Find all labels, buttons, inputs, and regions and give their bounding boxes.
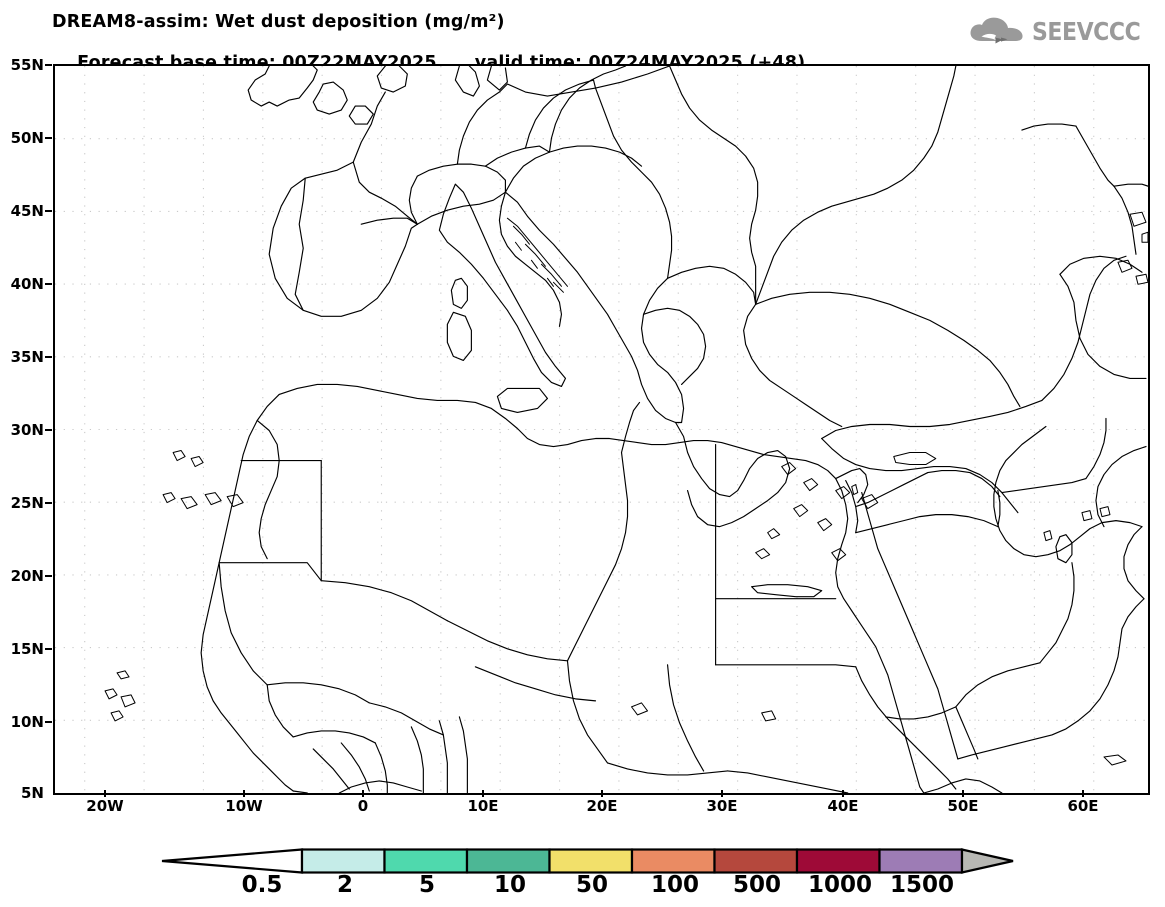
x-tick-mark — [601, 790, 603, 797]
x-tick-label-40E: 40E — [827, 797, 859, 815]
colorbar-bin-2 — [383, 848, 469, 874]
y-tick-mark — [45, 648, 52, 650]
y-tick-mark — [45, 137, 52, 139]
y-tick-label-30N: 30N — [10, 421, 44, 439]
y-tick-label-55N: 55N — [10, 56, 44, 74]
x-tick-label-30E: 30E — [706, 797, 738, 815]
colorbar-bin-8 — [878, 848, 964, 874]
colorbar-bin-7 — [795, 848, 881, 874]
colorbar-over-arrow — [960, 848, 1014, 874]
x-tick-label-20W: 20W — [86, 797, 124, 815]
x-tick-label-20E: 20E — [586, 797, 618, 815]
page-title: DREAM8-assim: Wet dust deposition (mg/m²… — [52, 12, 505, 32]
x-tick-mark — [1082, 790, 1084, 797]
colorbar-label-2: 2 — [336, 872, 354, 898]
y-tick-label-15N: 15N — [10, 640, 44, 658]
colorbar-label-1500: 1500 — [889, 872, 955, 898]
x-tick-label-0: 0 — [357, 797, 369, 815]
y-tick-mark — [45, 575, 52, 577]
x-tick-mark — [243, 790, 245, 797]
map-plot-area[interactable] — [53, 64, 1150, 795]
cloud-icon — [970, 17, 1023, 44]
colorbar-label-10: 10 — [493, 872, 527, 898]
y-tick-label-5N: 5N — [21, 784, 44, 802]
y-tick-label-25N: 25N — [10, 494, 44, 512]
y-tick-mark — [45, 210, 52, 212]
y-tick-label-10N: 10N — [10, 713, 44, 731]
y-tick-mark — [45, 283, 52, 285]
graticule — [55, 66, 1148, 793]
x-tick-label-50E: 50E — [947, 797, 979, 815]
x-tick-mark — [362, 790, 364, 797]
y-tick-mark — [45, 64, 52, 66]
y-tick-mark — [45, 502, 52, 504]
seevccc-logo: SEEVCCC — [968, 14, 1155, 48]
colorbar-label-100: 100 — [650, 872, 700, 898]
colorbar-label-500: 500 — [732, 872, 782, 898]
y-tick-mark — [45, 721, 52, 723]
colorbar-canvas — [161, 848, 1014, 874]
colorbar-under-arrow — [161, 848, 304, 874]
header: DREAM8-assim: Wet dust deposition (mg/m²… — [0, 0, 1165, 73]
coastlines-and-borders — [104, 66, 1148, 793]
y-tick-label-50N: 50N — [10, 129, 44, 147]
y-tick-label-45N: 45N — [10, 202, 44, 220]
y-tick-mark — [45, 429, 52, 431]
colorbar-bin-6 — [713, 848, 799, 874]
colorbar-bin-5 — [630, 848, 716, 874]
colorbar-bin-1 — [300, 848, 386, 874]
x-tick-mark — [482, 790, 484, 797]
x-tick-label-10W: 10W — [225, 797, 263, 815]
y-tick-label-35N: 35N — [10, 348, 44, 366]
x-tick-mark — [842, 790, 844, 797]
y-tick-label-40N: 40N — [10, 275, 44, 293]
map-canvas — [55, 66, 1148, 793]
x-tick-label-10E: 10E — [467, 797, 499, 815]
y-tick-label-20N: 20N — [10, 567, 44, 585]
x-tick-mark — [962, 790, 964, 797]
colorbar-label-50: 50 — [575, 872, 609, 898]
y-tick-mark — [45, 356, 52, 358]
colorbar-bin-4 — [548, 848, 634, 874]
colorbar-label-1000: 1000 — [807, 872, 873, 898]
colorbar-bin-3 — [465, 848, 551, 874]
colorbar-label-0.5: 0.5 — [241, 872, 283, 898]
x-tick-mark — [104, 790, 106, 797]
x-tick-mark — [721, 790, 723, 797]
logo-text: SEEVCCC — [1031, 16, 1141, 46]
colorbar[interactable] — [160, 848, 1015, 874]
x-tick-label-60E: 60E — [1067, 797, 1099, 815]
colorbar-label-5: 5 — [418, 872, 436, 898]
